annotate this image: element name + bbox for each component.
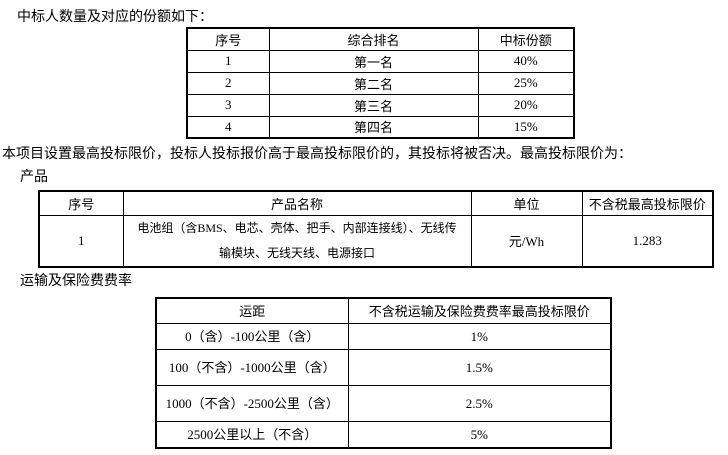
intro-text: 中标人数量及对应的份额如下：	[17, 10, 213, 25]
cell-share: 40%	[477, 49, 575, 73]
table-row: 3 第三名 20%	[186, 93, 575, 117]
cell-seq: 2	[186, 71, 270, 95]
cell-seq: 1	[38, 214, 124, 267]
cell-seq: 3	[186, 93, 270, 117]
product-price-table: 序号 产品名称 单位 不含税最高投标限价 1 电池组（含BMS、电芯、壳体、把手…	[38, 190, 714, 268]
cell-rate: 1%	[347, 322, 612, 350]
header-cell-unit: 单位	[470, 190, 583, 216]
table-header-row: 序号 综合排名 中标份额	[186, 27, 575, 51]
cell-rate: 1.5%	[347, 348, 612, 386]
shipping-rate-table: 运距 不含税运输及保险费费率最高投标限价 0（含）-100公里（含） 1% 10…	[155, 297, 612, 449]
cell-seq: 1	[186, 49, 270, 73]
cell-rank: 第四名	[268, 115, 479, 139]
table-row: 4 第四名 15%	[186, 115, 575, 139]
table-header-row: 序号 产品名称 单位 不含税最高投标限价	[38, 190, 714, 216]
cell-rank: 第一名	[268, 49, 479, 73]
cell-seq: 4	[186, 115, 270, 139]
table-row: 1 第一名 40%	[186, 49, 575, 73]
cell-distance: 2500公里以上（不含）	[155, 420, 349, 449]
limit-notice-text: 本项目设置最高投标限价，投标人投标报价高于最高投标限价的，其投标将被否决。最高投…	[2, 147, 632, 162]
shipping-section-label: 运输及保险费费率	[20, 274, 132, 289]
header-cell-rank: 综合排名	[268, 27, 479, 51]
header-cell-seq: 序号	[38, 190, 124, 216]
cell-share: 20%	[477, 93, 575, 117]
header-cell-product-name: 产品名称	[122, 190, 472, 216]
cell-max-price: 1.283	[581, 214, 714, 267]
product-section-label: 产品	[20, 170, 48, 185]
cell-distance: 100（不含）-1000公里（含）	[155, 348, 349, 386]
header-cell-max-price: 不含税最高投标限价	[581, 190, 714, 216]
header-cell-seq: 序号	[186, 27, 270, 51]
table-row: 0（含）-100公里（含） 1%	[155, 322, 612, 350]
cell-rank: 第三名	[268, 93, 479, 117]
cell-rate: 2.5%	[347, 384, 612, 422]
cell-distance: 0（含）-100公里（含）	[155, 322, 349, 350]
cell-rank: 第二名	[268, 71, 479, 95]
header-cell-rate-cap: 不含税运输及保险费费率最高投标限价	[347, 297, 612, 324]
cell-product-name: 电池组（含BMS、电芯、壳体、把手、内部连接线）、无线传输模块、无线天线、电源接…	[122, 214, 472, 267]
cell-share: 25%	[477, 71, 575, 95]
table-row: 1 电池组（含BMS、电芯、壳体、把手、内部连接线）、无线传输模块、无线天线、电…	[38, 214, 714, 267]
cell-unit: 元/Wh	[470, 214, 583, 267]
table-row: 2 第二名 25%	[186, 71, 575, 95]
header-cell-share: 中标份额	[477, 27, 575, 51]
cell-share: 15%	[477, 115, 575, 139]
table-header-row: 运距 不含税运输及保险费费率最高投标限价	[155, 297, 612, 324]
header-cell-distance: 运距	[155, 297, 349, 324]
table-row: 1000（不含）-2500公里（含） 2.5%	[155, 384, 612, 422]
table-row: 2500公里以上（不含） 5%	[155, 420, 612, 449]
cell-distance: 1000（不含）-2500公里（含）	[155, 384, 349, 422]
table-row: 100（不含）-1000公里（含） 1.5%	[155, 348, 612, 386]
cell-rate: 5%	[347, 420, 612, 449]
bid-share-table: 序号 综合排名 中标份额 1 第一名 40% 2 第二名 25% 3 第三名 2…	[186, 27, 575, 139]
